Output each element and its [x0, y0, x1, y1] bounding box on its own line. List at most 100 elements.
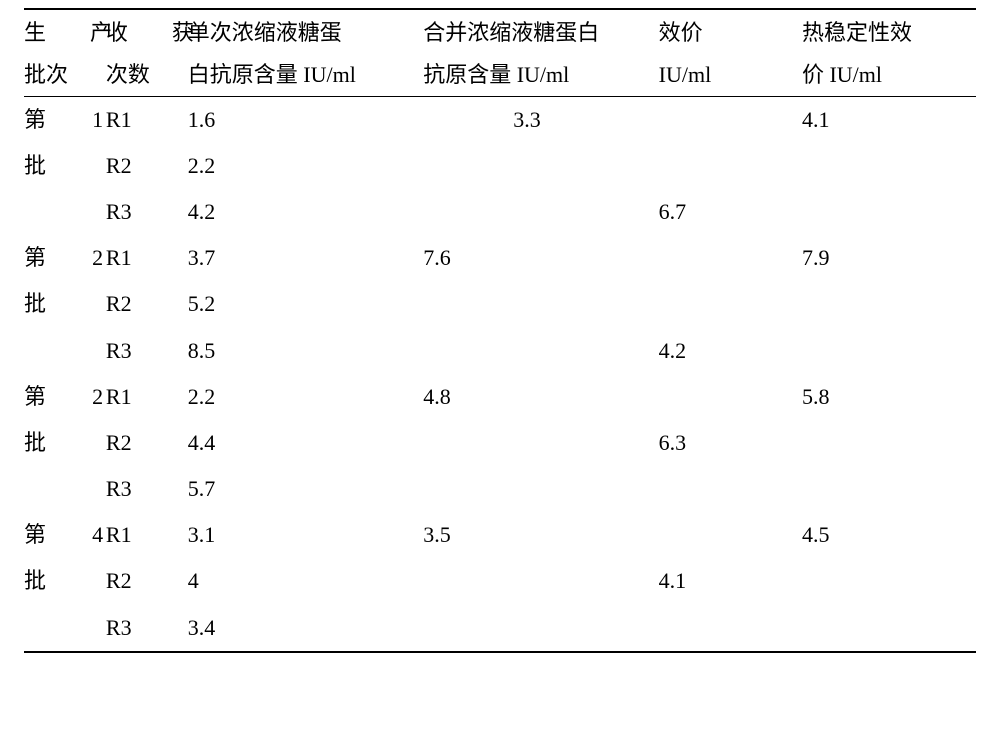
header-text: 次数 — [106, 62, 150, 87]
cell-titer: 4.2 — [659, 328, 802, 374]
cell-harvest: R1 — [106, 235, 188, 281]
cell-batch: 批 — [24, 281, 106, 327]
header-text: 收获 — [106, 12, 194, 54]
batch-label-line2: 批 — [24, 291, 46, 316]
cell-batch — [24, 328, 106, 374]
cell-harvest: R2 — [106, 420, 188, 466]
batch-label-line1: 第 1 — [24, 97, 103, 143]
cell-harvest: R2 — [106, 143, 188, 189]
cell-thermo — [802, 605, 976, 652]
table-row: 批 R24 4.1 — [24, 558, 976, 604]
cell-merged-conc: 3.3 — [423, 96, 658, 143]
table-body: 第 1R11.63.34.1批R22.2R34.26.7第 2R13.77.67… — [24, 96, 976, 652]
batch-label-line1: 第 2 — [24, 374, 103, 420]
cell-single-conc: 2.2 — [188, 143, 423, 189]
cell-batch: 第 2 — [24, 235, 106, 281]
cell-thermo — [802, 558, 976, 604]
cell-titer — [659, 512, 802, 558]
cell-thermo — [802, 420, 976, 466]
cell-batch: 批 — [24, 143, 106, 189]
cell-single-conc: 8.5 — [188, 328, 423, 374]
cell-thermo — [802, 143, 976, 189]
cell-thermo — [802, 189, 976, 235]
cell-harvest: R1 — [106, 96, 188, 143]
col-header-batch: 生产 批次 — [24, 9, 106, 96]
table-header-row: 生产 批次 收获 次数 单次浓缩液糖蛋 白抗原含量 IU/ml 合并浓缩液糖蛋白… — [24, 9, 976, 96]
cell-merged-conc: 4.8 — [423, 374, 658, 420]
table-row: 第 4R13.13.5 4.5 — [24, 512, 976, 558]
cell-thermo — [802, 281, 976, 327]
header-text: 批次 — [24, 62, 68, 87]
header-text: 抗原含量 IU/ml — [423, 62, 569, 87]
cell-thermo: 5.8 — [802, 374, 976, 420]
cell-merged-conc — [423, 143, 658, 189]
cell-thermo: 4.1 — [802, 96, 976, 143]
cell-batch — [24, 466, 106, 512]
table-row: 第 2R12.24.85.8 — [24, 374, 976, 420]
cell-single-conc: 4.2 — [188, 189, 423, 235]
cell-harvest: R3 — [106, 605, 188, 652]
cell-harvest: R1 — [106, 374, 188, 420]
table-row: 第 1R11.63.34.1 — [24, 96, 976, 143]
header-text: 效价 — [659, 20, 703, 45]
cell-merged-conc — [423, 605, 658, 652]
col-header-thermo: 热稳定性效 价 IU/ml — [802, 9, 976, 96]
cell-merged-conc: 7.6 — [423, 235, 658, 281]
merged-value: 4.8 — [423, 374, 451, 420]
cell-thermo: 7.9 — [802, 235, 976, 281]
col-header-titer: 效价 IU/ml — [659, 9, 802, 96]
cell-thermo: 4.5 — [802, 512, 976, 558]
cell-batch: 批 — [24, 420, 106, 466]
header-text: 合并浓缩液糖蛋白 — [423, 20, 599, 45]
cell-merged-conc: 3.5 — [423, 512, 658, 558]
table-row: 批 R24.4 6.3 — [24, 420, 976, 466]
cell-single-conc: 3.7 — [188, 235, 423, 281]
cell-merged-conc — [423, 189, 658, 235]
cell-batch: 第 1 — [24, 96, 106, 143]
cell-harvest: R2 — [106, 281, 188, 327]
cell-single-conc: 3.4 — [188, 605, 423, 652]
col-header-single-conc: 单次浓缩液糖蛋 白抗原含量 IU/ml — [188, 9, 423, 96]
batch-label-line1: 第 2 — [24, 235, 103, 281]
cell-harvest: R3 — [106, 189, 188, 235]
table-row: R33.4 — [24, 605, 976, 652]
table-row: R35.7 — [24, 466, 976, 512]
cell-single-conc: 4.4 — [188, 420, 423, 466]
cell-merged-conc — [423, 420, 658, 466]
cell-titer: 6.3 — [659, 420, 802, 466]
cell-merged-conc — [423, 466, 658, 512]
data-table: 生产 批次 收获 次数 单次浓缩液糖蛋 白抗原含量 IU/ml 合并浓缩液糖蛋白… — [24, 8, 976, 653]
cell-thermo — [802, 466, 976, 512]
cell-merged-conc — [423, 558, 658, 604]
cell-batch — [24, 605, 106, 652]
batch-label-line1: 第 4 — [24, 512, 103, 558]
cell-titer — [659, 281, 802, 327]
cell-harvest: R1 — [106, 512, 188, 558]
cell-batch: 批 — [24, 558, 106, 604]
cell-single-conc: 5.2 — [188, 281, 423, 327]
merged-value: 3.5 — [423, 512, 451, 558]
merged-value: 3.3 — [423, 97, 541, 143]
header-text: 价 IU/ml — [802, 62, 882, 87]
batch-label-line2: 批 — [24, 430, 46, 455]
header-text: 热稳定性效 — [802, 20, 912, 45]
cell-titer: 6.7 — [659, 189, 802, 235]
cell-single-conc: 5.7 — [188, 466, 423, 512]
cell-single-conc: 4 — [188, 558, 423, 604]
cell-thermo — [802, 328, 976, 374]
cell-titer — [659, 96, 802, 143]
cell-batch: 第 2 — [24, 374, 106, 420]
header-text: IU/ml — [659, 62, 712, 87]
cell-titer — [659, 605, 802, 652]
cell-single-conc: 3.1 — [188, 512, 423, 558]
cell-titer — [659, 235, 802, 281]
batch-label-line2: 批 — [24, 568, 46, 593]
cell-harvest: R3 — [106, 328, 188, 374]
cell-titer — [659, 374, 802, 420]
batch-label-line2: 批 — [24, 153, 46, 178]
cell-batch — [24, 189, 106, 235]
cell-harvest: R2 — [106, 558, 188, 604]
col-header-harvest: 收获 次数 — [106, 9, 188, 96]
cell-titer — [659, 143, 802, 189]
cell-titer: 4.1 — [659, 558, 802, 604]
